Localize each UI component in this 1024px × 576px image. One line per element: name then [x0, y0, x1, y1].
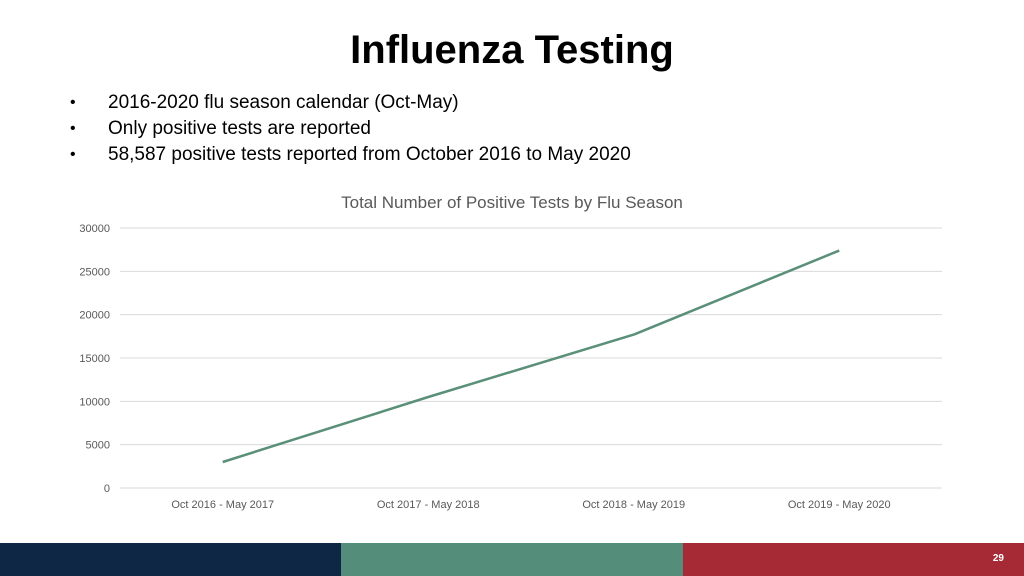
y-tick-label: 15000 — [79, 353, 110, 365]
bullet-text: Only positive tests are reported — [108, 118, 371, 139]
footer-band-red — [683, 543, 1024, 576]
line-chart: Total Number of Positive Tests by Flu Se… — [0, 180, 1024, 520]
chart-title: Total Number of Positive Tests by Flu Se… — [341, 193, 683, 212]
bullet-icon: • — [70, 94, 76, 111]
x-tick-label: Oct 2016 - May 2017 — [171, 499, 274, 511]
x-tick-label: Oct 2018 - May 2019 — [582, 499, 685, 511]
slide-title: Influenza Testing — [350, 28, 674, 72]
chart-canvas: Total Number of Positive Tests by Flu Se… — [79, 193, 942, 511]
x-tick-label: Oct 2017 - May 2018 — [377, 499, 480, 511]
y-tick-label: 0 — [104, 483, 110, 495]
y-tick-label: 20000 — [79, 310, 110, 322]
bullet-text: 2016-2020 flu season calendar (Oct-May) — [108, 92, 459, 113]
bullet-item: • Only positive tests are reported — [70, 116, 631, 142]
footer-band-navy — [0, 543, 341, 576]
bullet-text: 58,587 positive tests reported from Octo… — [108, 144, 631, 165]
bullet-icon: • — [70, 120, 76, 137]
bullet-list: • 2016-2020 flu season calendar (Oct-May)… — [70, 90, 631, 168]
x-tick-label: Oct 2019 - May 2020 — [788, 499, 891, 511]
bullet-icon: • — [70, 146, 76, 163]
y-tick-label: 10000 — [79, 396, 110, 408]
footer-band-green — [341, 543, 683, 576]
footer-bar: 29 — [0, 543, 1024, 576]
page-number: 29 — [992, 553, 1004, 564]
series-line — [222, 249, 840, 464]
y-tick-label: 30000 — [79, 223, 110, 235]
y-tick-label: 25000 — [79, 266, 110, 278]
bullet-item: • 2016-2020 flu season calendar (Oct-May) — [70, 90, 631, 116]
y-tick-label: 5000 — [86, 440, 110, 452]
bullet-item: • 58,587 positive tests reported from Oct… — [70, 142, 631, 168]
